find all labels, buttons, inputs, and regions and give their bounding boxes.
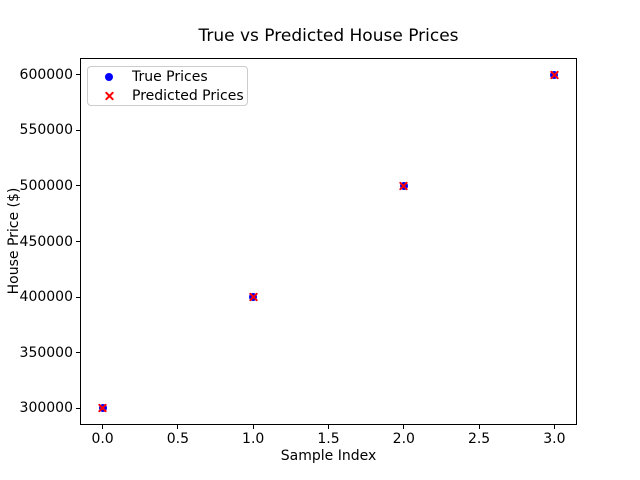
- x-tick-label: 0.0: [91, 431, 114, 447]
- y-tick-label: 500000: [19, 177, 73, 194]
- x-tick-mark: [403, 425, 405, 429]
- x-tick-mark: [478, 425, 480, 429]
- data-point-x: [97, 403, 108, 413]
- y-tick-label: 450000: [19, 233, 73, 250]
- legend: True Prices Predicted Prices: [87, 66, 248, 106]
- x-axis-label: Sample Index: [280, 448, 377, 464]
- legend-item-true-prices: True Prices: [98, 67, 241, 86]
- x-tick-mark: [252, 425, 254, 429]
- x-tick-label: 2.5: [467, 431, 491, 447]
- y-tick-label: 300000: [19, 400, 73, 417]
- data-point-x: [549, 70, 560, 80]
- x-tick-label: 3.0: [543, 431, 566, 447]
- x-tick-mark: [102, 425, 104, 429]
- chart-title: True vs Predicted House Prices: [198, 26, 459, 46]
- legend-label: True Prices: [132, 68, 208, 85]
- x-tick-label: 0.5: [166, 431, 190, 447]
- legend-label: Predicted Prices: [132, 87, 244, 104]
- x-tick-label: 2.0: [392, 431, 415, 447]
- x-tick-label: 1.5: [317, 431, 340, 447]
- x-tick-mark: [177, 425, 179, 429]
- data-point-x: [399, 181, 409, 191]
- x-tick-mark: [553, 425, 555, 429]
- data-point-x: [248, 292, 258, 302]
- plot-area: [80, 58, 577, 425]
- y-tick-mark: [76, 352, 80, 354]
- legend-item-predicted-prices: Predicted Prices: [98, 86, 244, 105]
- x-tick-mark: [328, 425, 329, 429]
- y-tick-label: 600000: [19, 66, 73, 83]
- x-marker-icon: [104, 90, 114, 101]
- y-tick-label: 550000: [19, 122, 73, 139]
- y-tick-label: 350000: [19, 344, 73, 361]
- y-tick-mark: [76, 74, 80, 76]
- x-tick-label: 1.0: [242, 431, 265, 447]
- y-tick-label: 400000: [19, 289, 73, 306]
- y-tick-mark: [76, 296, 80, 298]
- y-tick-mark: [76, 129, 80, 131]
- circle-marker-icon: [98, 71, 120, 83]
- y-tick-mark: [76, 407, 80, 409]
- y-tick-mark: [76, 185, 80, 187]
- y-tick-mark: [76, 241, 80, 242]
